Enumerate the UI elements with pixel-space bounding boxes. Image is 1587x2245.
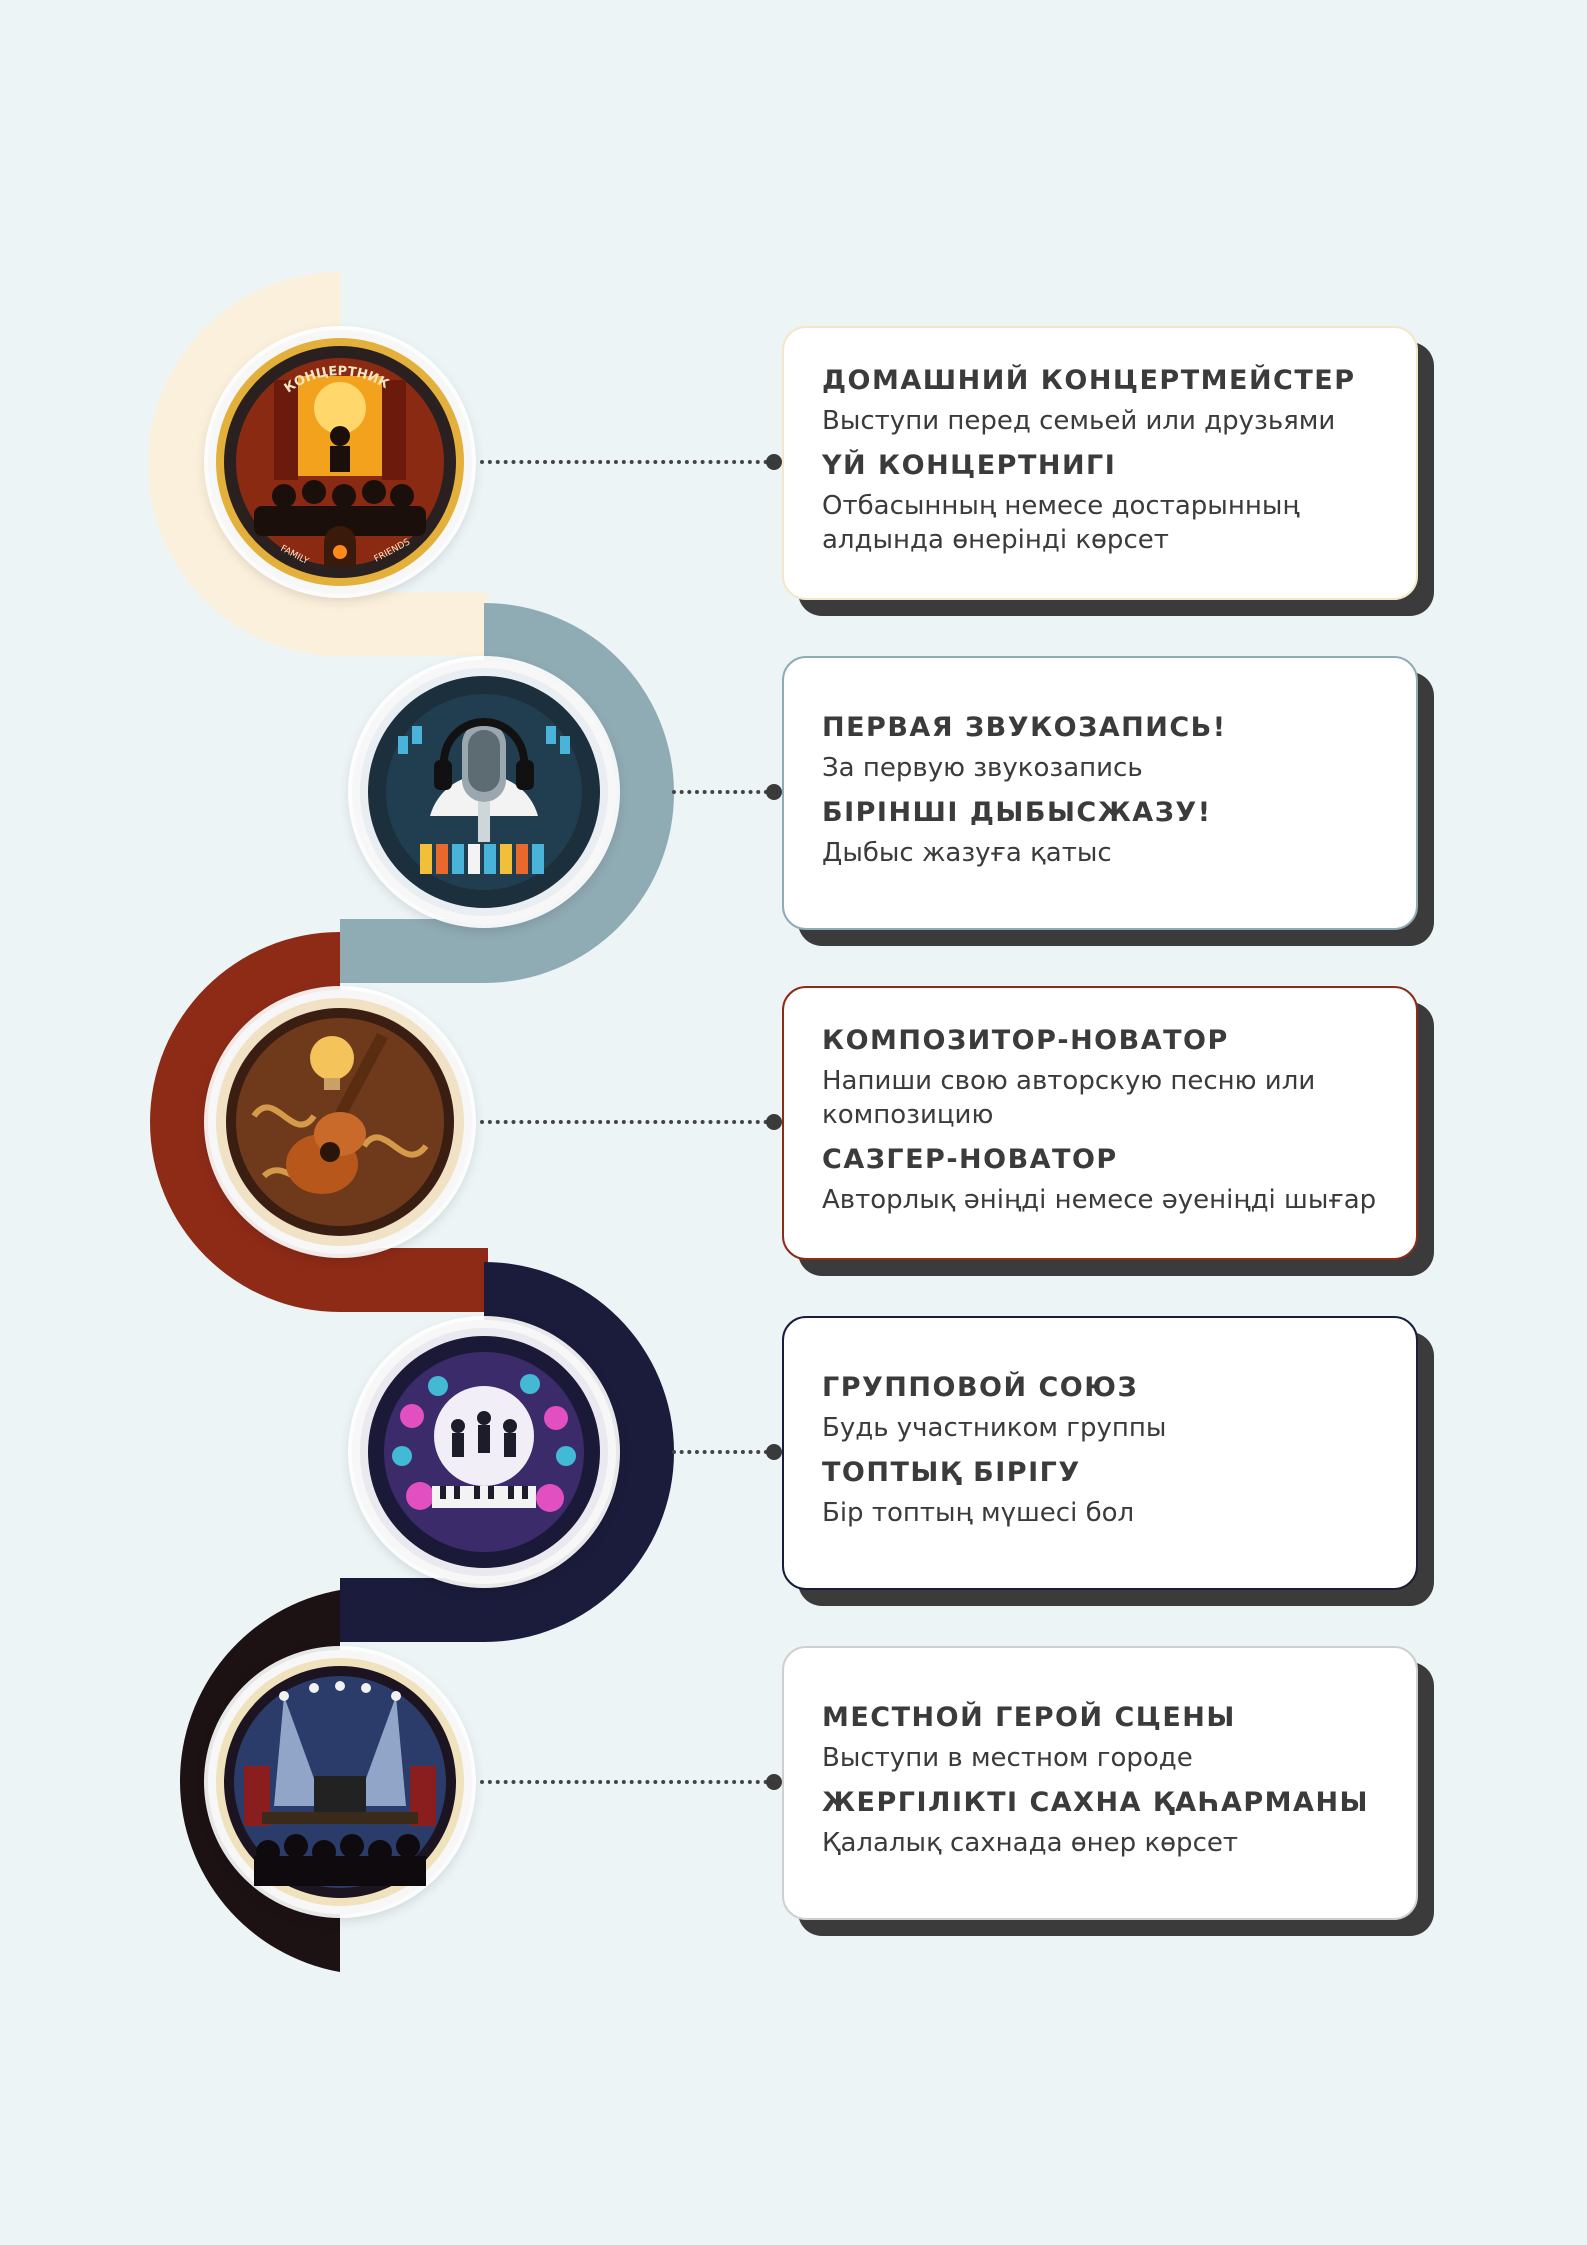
path-segment-2 bbox=[340, 603, 674, 983]
card-title-kk: САЗГЕР-НОВАТОР bbox=[822, 1144, 1118, 1175]
card-desc-ru: Выступи перед семьей или друзьями bbox=[822, 406, 1336, 436]
path-segment-4 bbox=[340, 1262, 674, 1642]
card-desc-ru: За первую звукозапись bbox=[822, 753, 1143, 783]
step-card-1: ДОМАШНИЙ КОНЦЕРТМЕЙСТЕР Выступи перед се… bbox=[782, 326, 1434, 616]
card-title-kk: ҮЙ КОНЦЕРТНИГІ bbox=[822, 450, 1117, 481]
card-desc-kk: Қалалық сахнада өнер көрсет bbox=[822, 1828, 1238, 1858]
connector-dot-1 bbox=[766, 454, 782, 470]
card-title-kk: ЖЕРГІЛІКТІ САХНА ҚАҺАРМАНЫ bbox=[822, 1787, 1370, 1818]
home-concert-badge-icon: КОНЦЕРТНИК FAMILY FRIENDS bbox=[216, 338, 464, 586]
card-desc-ru: Выступи в местном городе bbox=[822, 1743, 1193, 1773]
card-title-kk: БІРІНШІ ДЫБЫСЖАЗУ! bbox=[822, 797, 1212, 828]
local-stage-badge-icon bbox=[216, 1658, 464, 1906]
band-union-badge-icon bbox=[360, 1328, 608, 1576]
connector-dot-3 bbox=[766, 1114, 782, 1130]
connector-3 bbox=[480, 1120, 768, 1124]
guitar-composer-badge-icon bbox=[216, 998, 464, 1246]
connector-dot-5 bbox=[766, 1774, 782, 1790]
step-card-4: ГРУППОВОЙ СОЮЗ Будь участником группы ТО… bbox=[782, 1316, 1434, 1606]
badge-band-union bbox=[352, 1320, 616, 1584]
connector-dot-2 bbox=[766, 784, 782, 800]
card-title-ru: ПЕРВАЯ ЗВУКОЗАПИСЬ! bbox=[822, 712, 1227, 743]
badge-local-stage bbox=[208, 1650, 472, 1914]
card-desc-kk: Отбасынның немесе достарынның алдында өн… bbox=[822, 491, 1300, 555]
card-title-ru: ГРУППОВОЙ СОЮЗ bbox=[822, 1372, 1139, 1403]
connector-4 bbox=[672, 1450, 768, 1454]
path-segment-1 bbox=[148, 272, 488, 656]
badge-composer bbox=[208, 990, 472, 1254]
path-segment-5 bbox=[179, 1590, 340, 1972]
card-desc-kk: Авторлық әніңді немесе әуеніңді шығар bbox=[822, 1185, 1377, 1215]
connector-5 bbox=[480, 1780, 768, 1784]
studio-microphone-badge-icon bbox=[360, 668, 608, 916]
connector-2 bbox=[672, 790, 768, 794]
card-title-ru: КОМПОЗИТОР-НОВАТОР bbox=[822, 1025, 1229, 1056]
card-desc-kk: Дыбыс жазуға қатыс bbox=[822, 838, 1112, 868]
card-body: МЕСТНОЙ ГЕРОЙ СЦЕНЫ Выступи в местном го… bbox=[782, 1646, 1418, 1920]
step-card-5: МЕСТНОЙ ГЕРОЙ СЦЕНЫ Выступи в местном го… bbox=[782, 1646, 1434, 1936]
badge-home-concert: КОНЦЕРТНИК FAMILY FRIENDS bbox=[208, 330, 472, 594]
card-title-ru: МЕСТНОЙ ГЕРОЙ СЦЕНЫ bbox=[822, 1702, 1236, 1733]
card-body: ДОМАШНИЙ КОНЦЕРТМЕЙСТЕР Выступи перед се… bbox=[782, 326, 1418, 600]
connector-1 bbox=[480, 460, 768, 464]
card-title-ru: ДОМАШНИЙ КОНЦЕРТМЕЙСТЕР bbox=[822, 365, 1356, 396]
card-body: КОМПОЗИТОР-НОВАТОР Напиши свою авторскую… bbox=[782, 986, 1418, 1260]
card-desc-ru: Будь участником группы bbox=[822, 1413, 1167, 1443]
step-card-3: КОМПОЗИТОР-НОВАТОР Напиши свою авторскую… bbox=[782, 986, 1434, 1276]
card-desc-kk: Бір топтың мүшесі бол bbox=[822, 1498, 1135, 1528]
card-title-kk: ТОПТЫҚ БІРІГУ bbox=[822, 1457, 1081, 1488]
connector-dot-4 bbox=[766, 1444, 782, 1460]
card-desc-ru: Напиши свою авторскую песню или композиц… bbox=[822, 1066, 1316, 1130]
badge-first-recording bbox=[352, 660, 616, 924]
card-body: ПЕРВАЯ ЗВУКОЗАПИСЬ! За первую звукозапис… bbox=[782, 656, 1418, 930]
path-segment-3 bbox=[150, 932, 488, 1312]
card-body: ГРУППОВОЙ СОЮЗ Будь участником группы ТО… bbox=[782, 1316, 1418, 1590]
step-card-2: ПЕРВАЯ ЗВУКОЗАПИСЬ! За первую звукозапис… bbox=[782, 656, 1434, 946]
